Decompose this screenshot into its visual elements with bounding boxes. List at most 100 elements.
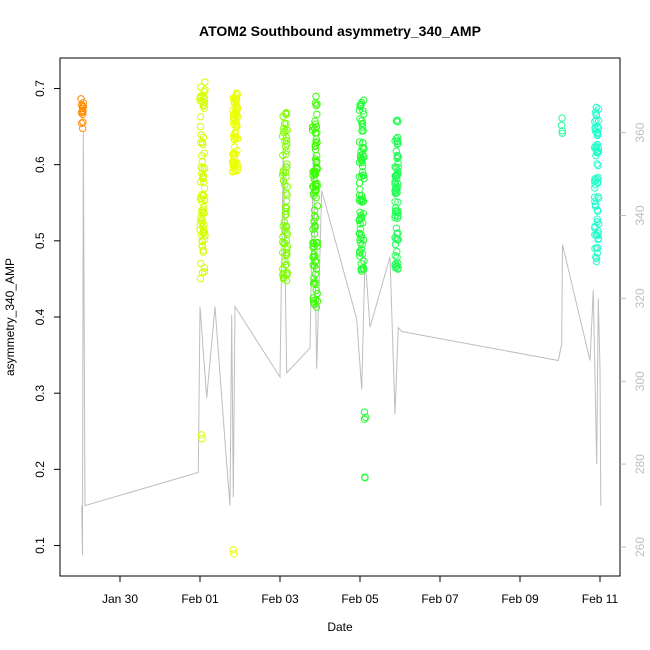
scatter-points-layer	[77, 78, 603, 558]
data-point	[230, 94, 238, 103]
data-point	[283, 163, 291, 172]
data-point	[359, 127, 367, 135]
data-point	[595, 220, 603, 228]
data-point	[312, 182, 320, 190]
x-axis-label: Date	[327, 620, 353, 634]
data-point	[198, 242, 206, 250]
data-point	[357, 234, 365, 242]
data-point	[360, 257, 368, 265]
data-point	[591, 202, 600, 210]
data-point	[279, 248, 287, 257]
data-point	[281, 257, 289, 266]
data-point	[558, 129, 567, 137]
data-point	[356, 195, 364, 203]
data-point	[594, 148, 603, 156]
data-point	[312, 159, 321, 167]
data-point	[359, 150, 367, 158]
data-point	[200, 220, 208, 229]
y2-tick-label: 340	[633, 205, 647, 225]
data-point	[281, 127, 289, 135]
data-point	[233, 159, 241, 167]
data-point	[198, 164, 207, 173]
x-tick-label: Feb 09	[501, 592, 539, 606]
data-point	[359, 139, 367, 147]
data-point	[360, 110, 368, 118]
data-point	[198, 152, 206, 160]
data-point	[310, 242, 318, 251]
data-point	[355, 138, 364, 146]
data-point	[201, 86, 209, 94]
right-axis-series-line	[81, 132, 602, 556]
data-point	[201, 78, 209, 86]
data-point	[312, 265, 321, 273]
axes-layer: Jan 30 Feb 01 Feb 03 Feb 05 Feb 07 Feb 09 Feb …	[33, 57, 647, 606]
data-point	[282, 204, 290, 212]
data-point	[309, 239, 317, 247]
data-point	[593, 160, 601, 168]
data-point	[357, 196, 365, 204]
data-point	[358, 168, 367, 176]
data-point	[310, 250, 318, 258]
data-point	[281, 109, 290, 118]
data-point	[229, 546, 237, 554]
data-point	[313, 202, 322, 210]
data-point	[594, 105, 603, 113]
data-point	[593, 178, 602, 187]
data-point	[592, 253, 600, 261]
y-tick-label: 0.4	[33, 308, 47, 325]
y-tick-label: 0.5	[33, 232, 47, 249]
data-point	[230, 550, 238, 558]
data-point	[391, 179, 399, 187]
data-point	[355, 249, 364, 257]
data-point	[594, 130, 602, 138]
data-point	[200, 267, 209, 276]
data-point	[313, 289, 321, 298]
data-point	[392, 189, 400, 197]
data-point	[279, 265, 287, 273]
data-point	[196, 96, 204, 105]
data-point	[197, 431, 206, 439]
data-point	[279, 274, 288, 283]
data-point	[200, 87, 208, 96]
data-point	[593, 249, 602, 257]
data-point	[358, 155, 366, 163]
data-point	[359, 171, 368, 180]
data-point	[311, 125, 319, 133]
data-point	[360, 415, 369, 423]
x-tick-label: Feb 03	[261, 592, 299, 606]
data-point	[312, 239, 320, 247]
data-point	[592, 257, 601, 266]
data-point	[360, 408, 369, 416]
data-point	[279, 222, 287, 230]
data-point	[201, 231, 209, 240]
x-tick-label: Feb 07	[421, 592, 459, 606]
data-point	[357, 214, 365, 223]
data-point	[79, 110, 87, 119]
data-point	[279, 238, 287, 246]
data-point	[283, 230, 291, 238]
data-point	[79, 124, 87, 133]
data-point	[310, 189, 318, 198]
data-point	[394, 212, 402, 220]
data-point	[308, 126, 317, 135]
y-tick-label: 0.1	[33, 537, 47, 554]
data-point	[312, 138, 320, 146]
data-point	[198, 157, 207, 166]
data-point	[199, 102, 207, 110]
x-tick-label: Jan 30	[102, 592, 138, 606]
data-point	[308, 123, 317, 131]
data-point	[196, 122, 205, 131]
data-point	[393, 179, 402, 188]
data-point	[197, 163, 205, 171]
data-point	[594, 173, 602, 182]
data-point	[280, 218, 288, 227]
data-point	[391, 198, 399, 206]
data-point	[281, 211, 289, 219]
data-point	[310, 217, 318, 226]
data-point	[232, 111, 240, 120]
y2-tick-label: 300	[633, 371, 647, 391]
data-point	[283, 250, 291, 258]
data-point	[394, 153, 402, 161]
data-point	[282, 150, 290, 158]
